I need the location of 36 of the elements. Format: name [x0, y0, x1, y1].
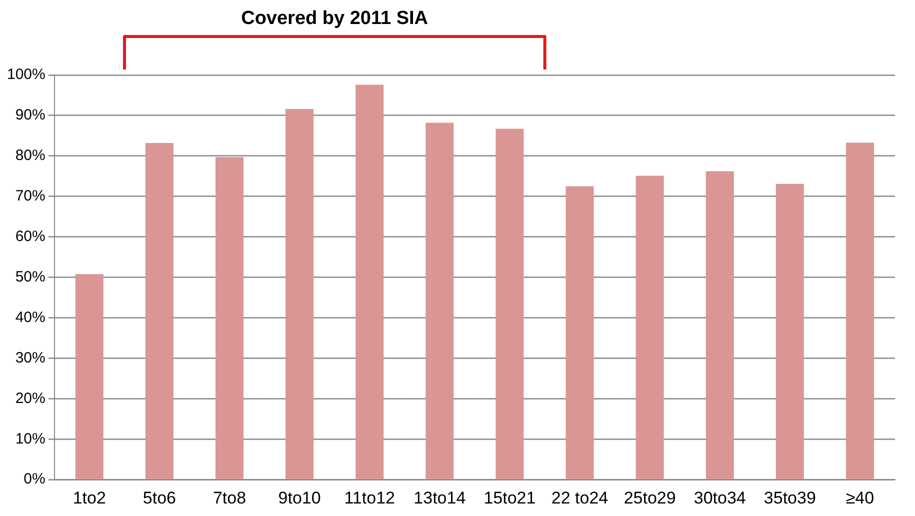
- bar: [286, 108, 314, 479]
- y-tick-label: 80%: [15, 147, 46, 164]
- x-tick-label: 1to2: [72, 488, 106, 508]
- y-tick-label: 100%: [6, 66, 46, 84]
- bar: [566, 186, 594, 479]
- bar: [426, 122, 454, 479]
- bar: [145, 142, 174, 479]
- y-tick-label: 0%: [24, 470, 46, 488]
- bar: [636, 176, 664, 479]
- y-tick-label: 20%: [15, 390, 46, 407]
- bar: [846, 142, 874, 479]
- bar: [75, 274, 104, 479]
- x-tick-label: 15to21: [484, 488, 536, 508]
- x-tick-label: 9to10: [278, 488, 321, 508]
- y-tick-label: 90%: [15, 106, 46, 124]
- y-tick-label: 10%: [15, 430, 46, 448]
- bar: [706, 171, 734, 479]
- bar: [215, 157, 244, 479]
- x-tick-label: 22 to24: [551, 488, 608, 508]
- x-tick-label: ≥40: [846, 488, 874, 508]
- bar: [496, 128, 524, 479]
- x-tick-label: 7to8: [212, 488, 246, 508]
- y-tick-label: 60%: [15, 228, 46, 245]
- text: Covered by 2011 SIA: [241, 8, 428, 30]
- y-tick-label: 50%: [15, 268, 46, 286]
- y-tick-label: 30%: [15, 349, 46, 366]
- x-tick-label: 13to14: [414, 488, 466, 508]
- bar: [776, 184, 804, 479]
- x-tick-label: 11to12: [344, 488, 395, 508]
- x-tick-label: 30to34: [694, 488, 746, 508]
- y-tick-label: 40%: [15, 308, 46, 326]
- x-tick-label: 25to29: [624, 488, 676, 508]
- bar: [356, 84, 384, 479]
- x-tick-label: 5to6: [142, 488, 176, 508]
- x-tick-label: 35to39: [764, 488, 816, 508]
- y-tick-label: 70%: [15, 188, 46, 205]
